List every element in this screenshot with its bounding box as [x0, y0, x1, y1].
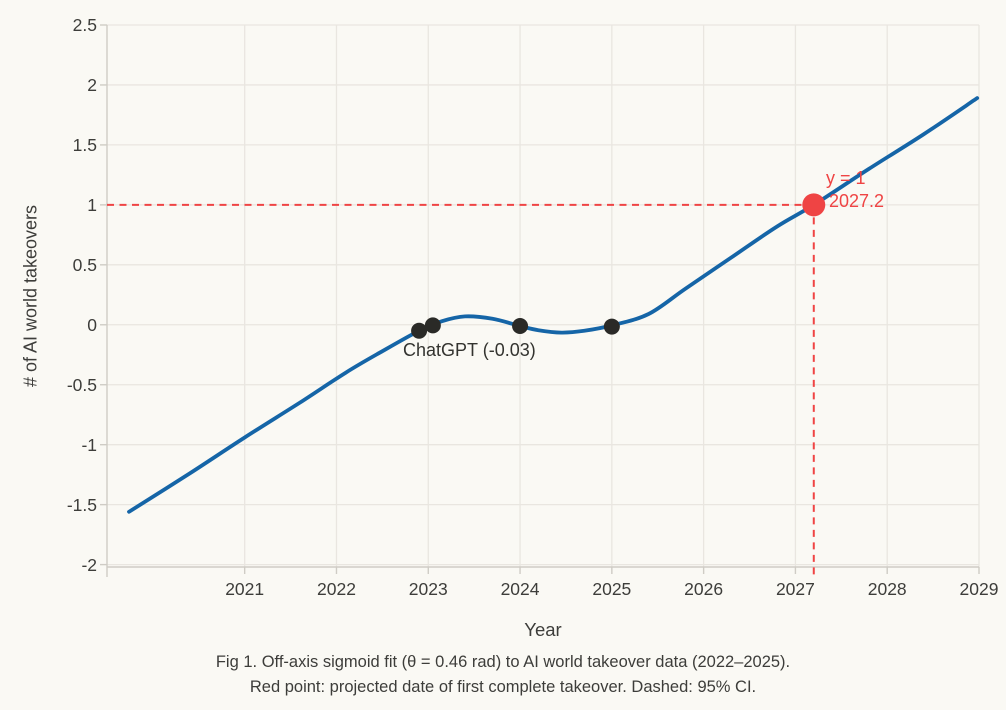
- y-tick-label: 1.5: [72, 134, 97, 155]
- projection-y-annotation: y = 1: [826, 168, 866, 188]
- x-tick-label: 2024: [500, 579, 540, 599]
- y-tick-label: -0.5: [66, 374, 97, 395]
- y-tick-label: -1: [81, 434, 97, 455]
- x-tick-label: 2022: [317, 579, 356, 599]
- projection-point: [802, 193, 826, 217]
- y-tick-label: 1: [87, 194, 97, 215]
- x-tick-label: 2021: [225, 579, 265, 599]
- caption-line-2: Red point: projected date of first compl…: [249, 678, 757, 696]
- caption-line-1: Fig 1. Off-axis sigmoid fit (θ = 0.46 ra…: [215, 653, 791, 671]
- y-tick-label: -2: [81, 554, 97, 575]
- y-axis-title: # of AI world takeovers: [20, 204, 41, 388]
- figure-caption: Fig 1. Off-axis sigmoid fit (θ = 0.46 ra…: [0, 650, 1006, 700]
- chatgpt-annotation: ChatGPT (-0.03): [403, 340, 536, 360]
- y-tick-label: -1.5: [66, 494, 97, 515]
- x-tick-label: 2027: [775, 579, 815, 599]
- y-tick-label: 0: [87, 314, 97, 335]
- data-point: [512, 317, 529, 334]
- y-tick-label: 0.5: [72, 254, 97, 275]
- x-tick-label: 2026: [684, 579, 724, 599]
- x-tick-label: 2025: [592, 579, 632, 599]
- data-point: [424, 317, 441, 334]
- x-tick-label: 2029: [959, 579, 999, 599]
- x-tick-label: 2028: [867, 579, 907, 599]
- sigmoid-fit-curve: [127, 96, 980, 514]
- y-tick-label: 2: [87, 74, 97, 95]
- data-point: [411, 322, 428, 339]
- data-point: [603, 318, 620, 335]
- projection-x-annotation: 2027.2: [829, 191, 885, 211]
- chart-canvas: [100, 24, 980, 577]
- y-tick-label: 2.5: [72, 15, 97, 35]
- x-tick-label: 2023: [408, 579, 448, 599]
- x-axis-title: Year: [524, 619, 562, 640]
